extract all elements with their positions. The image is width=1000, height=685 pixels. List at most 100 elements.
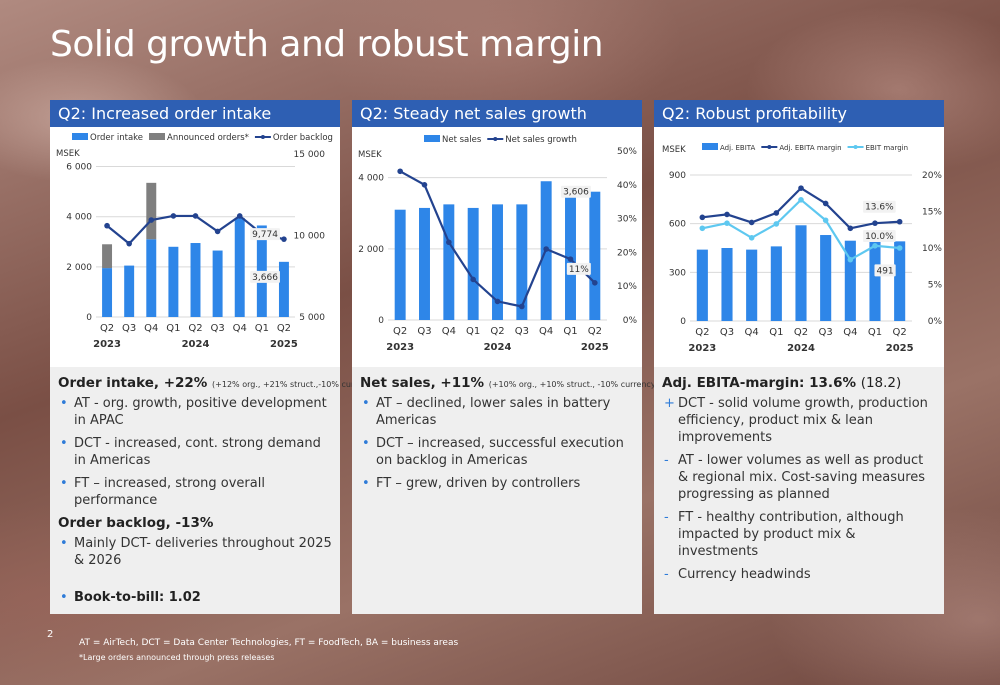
line-point: [567, 256, 574, 262]
axis-unit-label: MSEK: [662, 145, 686, 155]
bar: [102, 244, 113, 269]
x-tick-label: Q1: [166, 323, 180, 334]
x-tick-label: Q1: [769, 327, 783, 338]
x-tick-label: Q2: [695, 327, 709, 338]
bar: [124, 265, 135, 317]
bar: [746, 249, 758, 321]
x-tick-label: Q4: [843, 327, 857, 338]
x-tick-label: Q3: [720, 327, 734, 338]
line-point: [170, 213, 177, 219]
legend-swatch-marker: [853, 145, 858, 149]
legend-label: Adj. EBITA margin: [779, 144, 841, 152]
panel-text: Adj. EBITA-margin: 13.6% (18.2) + DCT - s…: [654, 367, 944, 614]
bar: [894, 241, 906, 321]
bullet-item: + DCT - solid volume growth, production e…: [662, 395, 936, 446]
bar: [696, 249, 708, 321]
bullet-text: FT – increased, strong overall performan…: [74, 476, 265, 508]
y2-tick-label: 20%: [617, 248, 637, 258]
bar: [102, 268, 113, 317]
line-point: [847, 225, 854, 232]
heading-main: Order intake, +22%: [58, 375, 208, 391]
panel-order-intake: Q2: Increased order intake Order intake A…: [50, 100, 379, 614]
legend-label: Adj. EBITA: [720, 144, 756, 152]
chart-order-intake: Order intake Announced orders* Order backl…: [56, 133, 333, 350]
y-tick-label: 0: [86, 313, 92, 323]
axis-unit-label: MSEK: [56, 149, 80, 159]
line-point: [592, 280, 598, 286]
year-label: 2023: [386, 342, 414, 353]
x-tick-label: Q3: [417, 326, 431, 337]
line-point: [847, 256, 854, 263]
bullet-text: AT – declined, lower sales in battery Am…: [376, 396, 611, 428]
y-tick-label: 2 000: [358, 245, 384, 255]
bar: [589, 191, 601, 320]
legend-swatch: [72, 133, 88, 140]
bar: [419, 207, 430, 320]
bullet-item: • DCT – increased, successful execution o…: [360, 435, 634, 469]
bullet-marker: •: [362, 436, 370, 451]
bullet-item: - FT - healthy contribution, although imp…: [662, 509, 936, 560]
panel-text: Order intake, +22% (+12% org., +21% stru…: [50, 367, 379, 614]
year-label: 2025: [581, 342, 609, 353]
bullet-text: FT - healthy contribution, although impa…: [678, 510, 904, 559]
heading-main: Adj. EBITA-margin: 13.6%: [662, 375, 856, 391]
data-label: 491: [876, 266, 893, 276]
data-label-bg: [566, 262, 591, 275]
bar: [770, 246, 782, 321]
x-tick-label: Q2: [277, 323, 291, 334]
bar: [795, 225, 807, 321]
bullet-list: • Book-to-bill: 1.02: [58, 589, 332, 606]
line-point: [214, 228, 221, 235]
data-label-bg: [863, 230, 896, 242]
line-point: [446, 239, 452, 246]
y2-tick-label: 15 000: [294, 150, 326, 160]
heading-detail: (+10% org., +10% struct., -10% currency): [488, 380, 659, 389]
x-tick-label: Q2: [490, 326, 504, 337]
heading-main: Net sales, +11%: [360, 375, 485, 391]
bar: [844, 240, 856, 321]
data-label-bg: [250, 270, 280, 283]
bar: [869, 239, 881, 321]
page-number: 2: [47, 629, 54, 640]
bar: [146, 239, 157, 317]
bar: [516, 204, 528, 320]
x-tick-label: Q2: [794, 327, 808, 338]
legend-swatch-marker: [767, 145, 772, 149]
y2-tick-label: 20%: [922, 171, 942, 181]
chart-net-sales: Net sales Net sales growth MSEK 0 2 000 4 000…: [358, 135, 637, 353]
bullet-marker: •: [60, 536, 68, 551]
bar: [394, 209, 406, 320]
line-point: [748, 234, 755, 241]
line-point: [724, 211, 730, 218]
bar: [234, 217, 245, 317]
bar: [467, 207, 479, 320]
page-title: Solid growth and robust margin: [50, 24, 604, 65]
bullet-text: AT - lower volumes as well as product & …: [678, 453, 926, 502]
x-tick-label: Q3: [515, 326, 529, 337]
y2-tick-label: 40%: [617, 181, 637, 191]
bar: [146, 182, 157, 240]
y-tick-label: 900: [669, 171, 686, 181]
bullet-list: • AT - org. growth, positive development …: [58, 395, 332, 509]
x-tick-label: Q4: [144, 323, 158, 334]
line-point: [699, 214, 706, 221]
bullet-item: • AT – declined, lower sales in battery A…: [360, 395, 634, 429]
bullet-marker: •: [362, 396, 370, 411]
bullet-item: • DCT - increased, cont. strong demand in…: [58, 435, 332, 469]
bullet-marker: •: [60, 436, 68, 451]
bullet-text: FT – grew, driven by controllers: [376, 476, 581, 491]
x-tick-label: Q1: [868, 327, 882, 338]
bullet-text: DCT - increased, cont. strong demand in …: [74, 436, 321, 468]
legend-swatch-marker: [493, 137, 498, 141]
line-point: [519, 303, 525, 310]
data-label: 9,774: [252, 230, 278, 240]
legend-label: Net sales growth: [505, 135, 577, 145]
data-label-bg: [863, 200, 896, 213]
bullet-marker: •: [60, 396, 68, 411]
bullet-marker: -: [664, 510, 669, 525]
y-tick-label: 600: [669, 220, 686, 230]
x-tick-label: Q3: [210, 323, 224, 334]
data-label: 13.6%: [865, 203, 894, 213]
x-tick-label: Q3: [819, 327, 833, 338]
bullet-item: • Book-to-bill: 1.02: [58, 589, 332, 606]
